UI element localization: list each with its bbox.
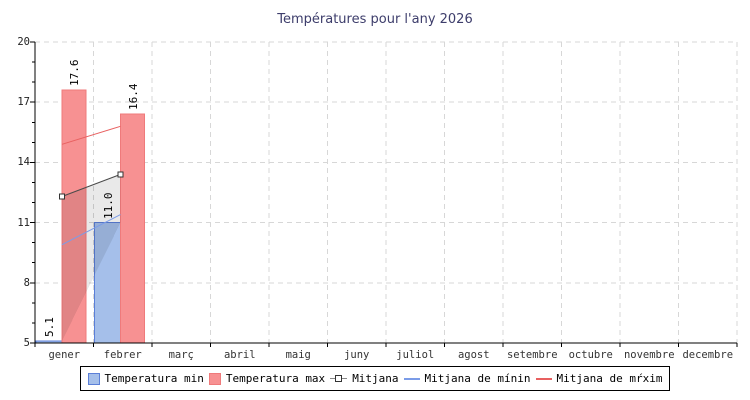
x-tick-label-novembre: novembre xyxy=(623,349,675,361)
square-marker-icon xyxy=(335,375,343,382)
x-tick-label-octubre: octubre xyxy=(568,349,613,361)
x-tick-label-setembre: setembre xyxy=(506,349,558,361)
bar-1-0 xyxy=(61,89,87,344)
x-tick-label-gener: gener xyxy=(48,349,81,361)
y-tick-label: 8 xyxy=(23,276,30,289)
x-tick-label-juliol: juliol xyxy=(396,349,435,361)
legend-label: Mitjana de mŕxim xyxy=(556,372,663,385)
bar-value-label: 16.4 xyxy=(126,83,140,111)
legend-entry-mitjana-min: Mitjana de mínin xyxy=(403,372,531,385)
temperatura-min-swatch xyxy=(87,372,100,385)
band-min-mitjana xyxy=(62,174,121,341)
y-tick-label: 17 xyxy=(17,96,30,109)
line-4 xyxy=(61,125,121,145)
marker-2-0 xyxy=(59,193,65,200)
x-tick-label-juny: juny xyxy=(344,349,370,361)
legend-entry-mitjana: Mitjana xyxy=(330,372,399,385)
chart-title: Températures pour l'any 2026 xyxy=(277,12,473,27)
mitjana-marker-icon xyxy=(330,375,348,382)
marker-2-1 xyxy=(117,171,124,178)
dash-icon xyxy=(330,378,336,379)
x-tick-label-maig: maig xyxy=(285,349,311,361)
legend-container: Temperatura min Temperatura max Mitjana … xyxy=(0,366,750,391)
legend-entry-mitjana-max: Mitjana de mŕxim xyxy=(535,372,663,385)
legend-box: Temperatura min Temperatura max Mitjana … xyxy=(79,366,671,391)
legend-entry-temperatura-min: Temperatura min xyxy=(87,372,204,385)
bar-value-label: 11.0 xyxy=(101,192,115,219)
legend-label: Temperatura max xyxy=(225,372,326,385)
legend-label: Mitjana xyxy=(352,372,399,385)
min-line-icon xyxy=(403,377,420,380)
x-tick-label-febrer: febrer xyxy=(103,349,142,361)
y-tick-label: 11 xyxy=(17,216,30,229)
bar-value-label: 5.1 xyxy=(43,317,56,337)
legend-label: Mitjana de mínin xyxy=(424,372,531,385)
y-tick-label: 14 xyxy=(17,156,30,169)
y-tick-label: 20 xyxy=(17,36,30,48)
dash-icon xyxy=(342,378,348,379)
temperatura-max-swatch xyxy=(208,372,221,385)
x-tick-label-març: març xyxy=(168,349,194,361)
bar-value-label: 17.6 xyxy=(68,59,81,87)
legend-label: Temperatura min xyxy=(104,372,204,385)
line-2 xyxy=(61,173,121,197)
x-tick-label-abril: abril xyxy=(223,349,256,361)
y-tick-label: 5 xyxy=(23,337,30,349)
x-tick-label-agost: agost xyxy=(457,349,490,361)
max-line-icon xyxy=(535,377,552,380)
bar-1-1 xyxy=(120,113,145,344)
x-tick-label-decembre: decembre xyxy=(682,349,734,361)
line-3 xyxy=(61,214,121,246)
legend-entry-temperatura-max: Temperatura max xyxy=(208,372,326,385)
